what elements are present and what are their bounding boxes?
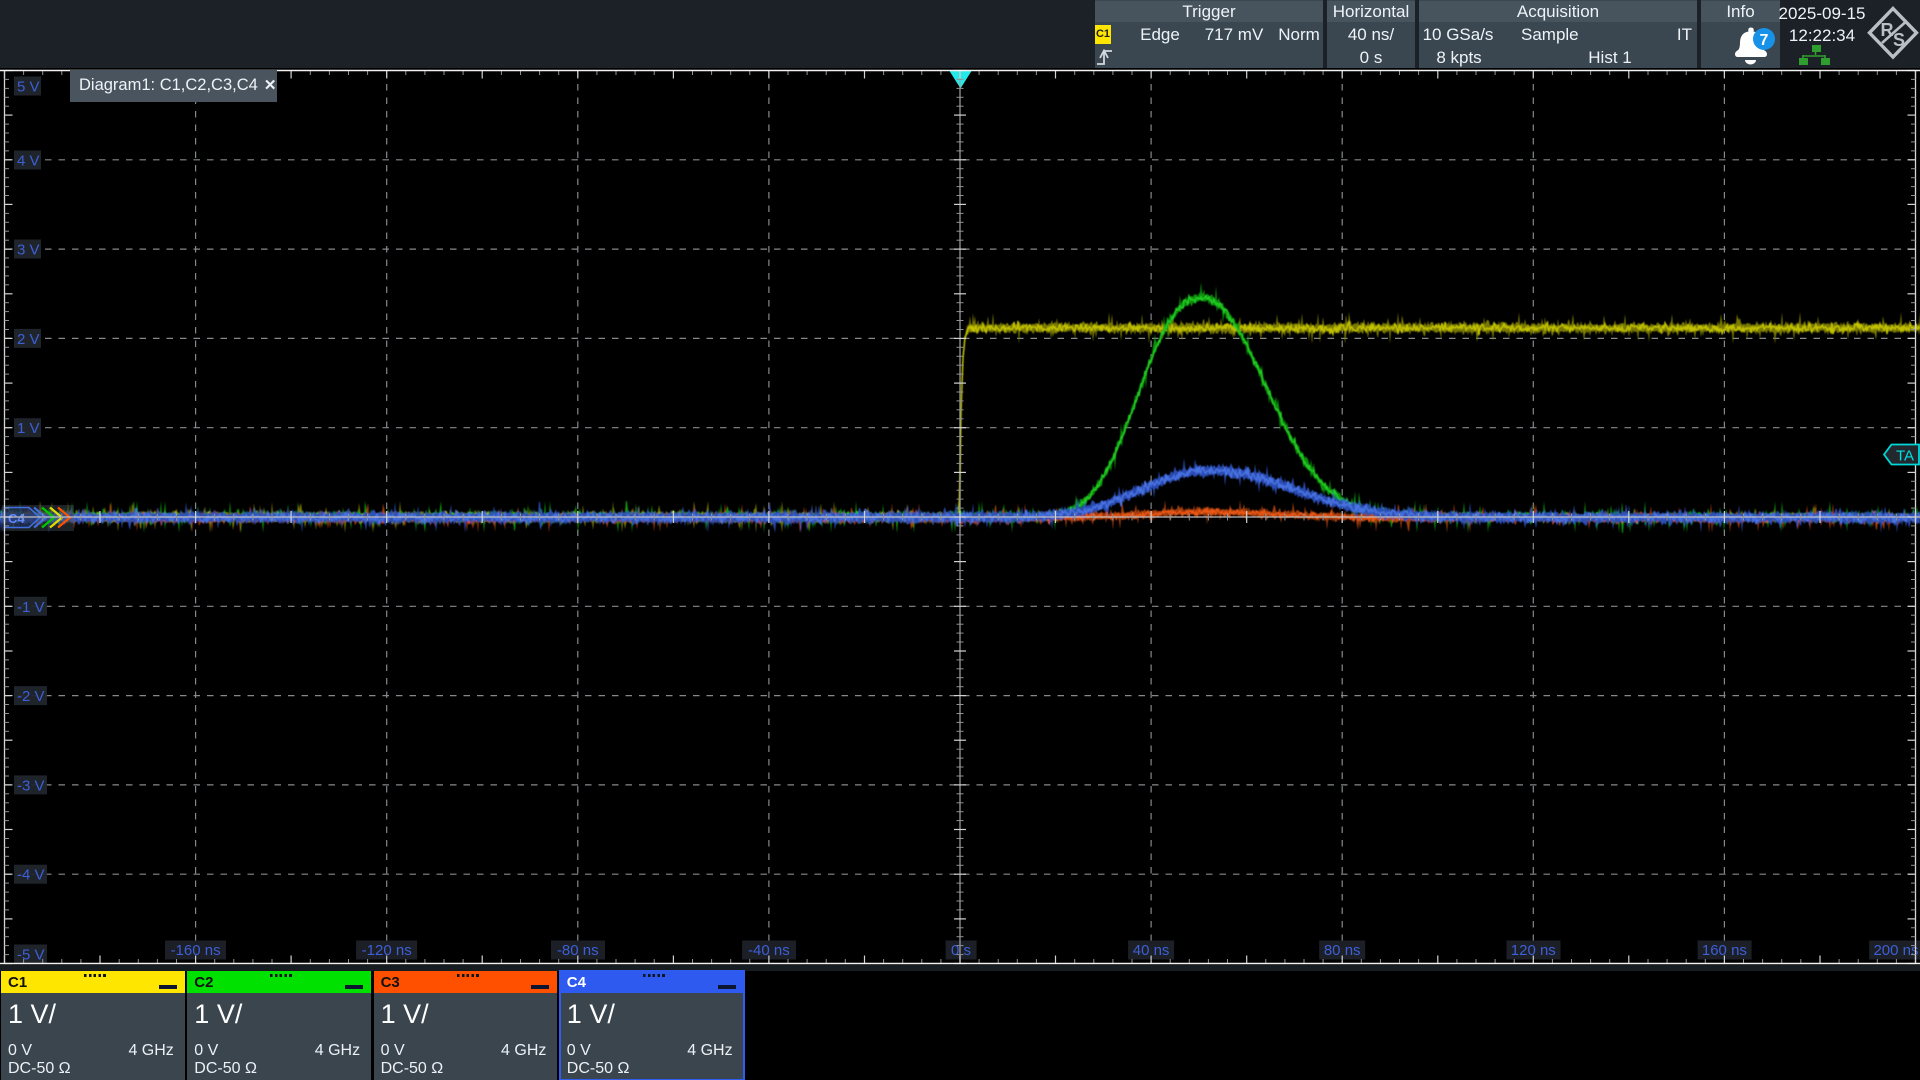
svg-text:C4: C4	[8, 511, 25, 526]
svg-text:80 ns: 80 ns	[1324, 942, 1361, 959]
svg-text:R: R	[1881, 20, 1894, 40]
svg-text:-1 V: -1 V	[17, 599, 45, 616]
svg-text:0 s: 0 s	[951, 942, 971, 959]
svg-text:-40 ns: -40 ns	[748, 942, 790, 959]
svg-text:40 ns: 40 ns	[1133, 942, 1170, 959]
svg-text:5 V: 5 V	[17, 79, 40, 96]
svg-text:7: 7	[1760, 32, 1769, 49]
svg-text:4 V: 4 V	[17, 153, 40, 170]
svg-text:200 ns: 200 ns	[1873, 942, 1918, 959]
svg-text:120 ns: 120 ns	[1511, 942, 1556, 959]
svg-text:-3 V: -3 V	[17, 777, 45, 794]
svg-text:-2 V: -2 V	[17, 688, 45, 705]
svg-text:-80 ns: -80 ns	[557, 942, 599, 959]
svg-text:-5 V: -5 V	[17, 947, 45, 964]
svg-text:2 V: 2 V	[17, 331, 40, 348]
svg-text:1 V: 1 V	[17, 420, 40, 437]
svg-text:S: S	[1893, 30, 1905, 50]
svg-text:-4 V: -4 V	[17, 867, 45, 884]
svg-text:TA: TA	[1896, 448, 1914, 465]
svg-text:3 V: 3 V	[17, 242, 40, 259]
svg-text:-160 ns: -160 ns	[171, 942, 221, 959]
svg-text:160 ns: 160 ns	[1702, 942, 1747, 959]
svg-text:-120 ns: -120 ns	[362, 942, 412, 959]
